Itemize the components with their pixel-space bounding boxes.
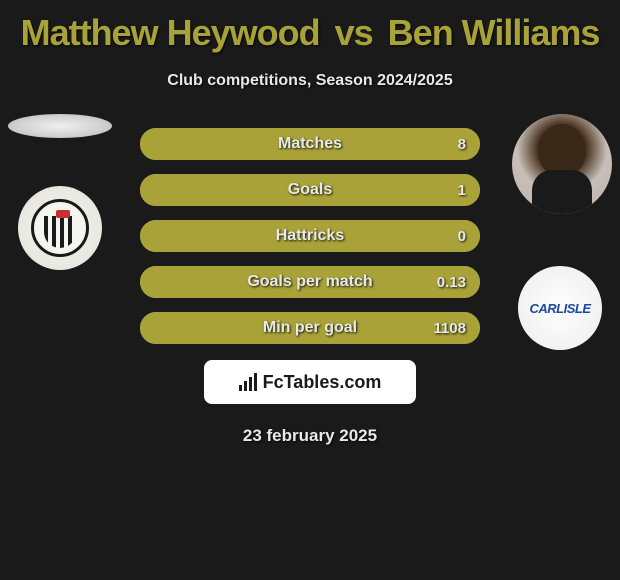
grimsby-crest-icon [31, 199, 89, 257]
stat-row: Min per goal1108 [140, 312, 480, 344]
carlisle-crest-text: CARLISLE [530, 301, 591, 316]
stat-label: Matches [140, 128, 480, 160]
vs-label: vs [335, 12, 373, 53]
player1-avatar [8, 114, 112, 138]
brand-box: FcTables.com [204, 360, 416, 404]
stat-row: Goals per match0.13 [140, 266, 480, 298]
comparison-title: Matthew Heywood vs Ben Williams [0, 0, 620, 54]
stat-value-right: 0 [458, 220, 466, 252]
content-area: CARLISLE Matches8 Goals1 Hattricks0 Goals p… [0, 128, 620, 446]
player2-name: Ben Williams [388, 12, 600, 53]
stat-label: Goals per match [140, 266, 480, 298]
stat-bars: Matches8Goals1Hattricks0Goals per match0… [140, 128, 480, 344]
player2-avatar [512, 114, 612, 214]
stat-row: Matches8 [140, 128, 480, 160]
stat-row: Goals1 [140, 174, 480, 206]
subtitle: Club competitions, Season 2024/2025 [0, 72, 620, 90]
stat-value-right: 1 [458, 174, 466, 206]
brand-text: FcTables.com [263, 372, 382, 393]
date-label: 23 february 2025 [0, 426, 620, 446]
stat-row: Hattricks0 [140, 220, 480, 252]
stat-label: Goals [140, 174, 480, 206]
stat-label: Hattricks [140, 220, 480, 252]
stat-value-right: 0.13 [437, 266, 466, 298]
stat-label: Min per goal [140, 312, 480, 344]
player1-club-crest [18, 186, 102, 270]
stat-value-right: 1108 [433, 312, 466, 344]
stat-value-right: 8 [458, 128, 466, 160]
player1-name: Matthew Heywood [21, 12, 320, 53]
chart-icon [239, 373, 257, 391]
player2-club-crest: CARLISLE [518, 266, 602, 350]
